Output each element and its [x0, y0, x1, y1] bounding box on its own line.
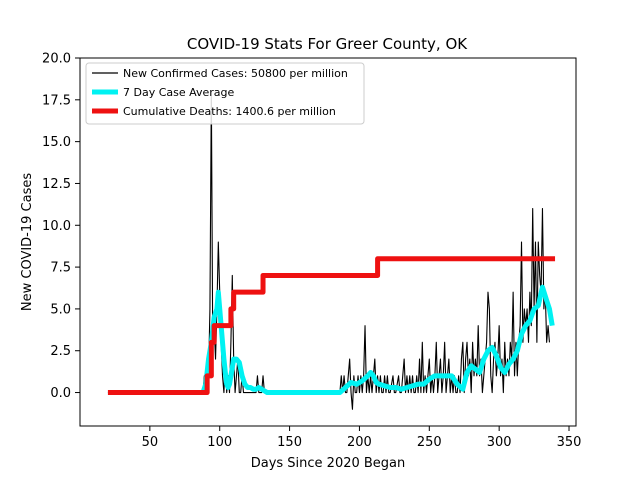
y-tick-label: 7.5 [50, 261, 71, 276]
x-tick-label: 150 [277, 435, 302, 450]
chart-title: COVID-19 Stats For Greer County, OK [187, 35, 468, 53]
x-axis-label: Days Since 2020 Began [251, 456, 406, 471]
y-tick-label: 0.0 [50, 386, 71, 401]
x-axis: 50 100 150 200 250 300 350 [142, 426, 582, 450]
x-tick-label: 200 [347, 435, 372, 450]
x-tick-label: 100 [207, 435, 232, 450]
y-tick-label: 17.5 [42, 93, 71, 108]
series-line-cumulative-deaths [107, 256, 556, 396]
y-tick-label: 10.0 [42, 219, 71, 234]
series-line-7-day-average [107, 284, 555, 396]
legend-label-7-day-average: 7 Day Case Average [123, 86, 235, 99]
legend: New Confirmed Cases: 50800 per million 7… [85, 62, 365, 125]
series-group [107, 90, 556, 410]
y-tick-label: 5.0 [50, 302, 71, 317]
x-tick-label: 50 [142, 435, 159, 450]
y-tick-label: 20.0 [42, 52, 71, 67]
y-tick-label: 15.0 [42, 135, 71, 150]
y-tick-label: 2.5 [50, 344, 71, 359]
legend-label-new-cases: New Confirmed Cases: 50800 per million [123, 67, 348, 80]
x-tick-label: 250 [417, 435, 442, 450]
legend-box [85, 62, 365, 125]
x-tick-label: 350 [557, 435, 582, 450]
y-tick-label: 12.5 [42, 177, 71, 192]
y-axis: 0.0 2.5 5.0 7.5 10.0 12.5 15.0 17.5 20.0 [42, 52, 80, 401]
plot-frame [79, 57, 577, 427]
plot-area [107, 90, 556, 410]
y-axis-label: New COVID-19 Cases [20, 173, 35, 311]
legend-label-cumulative-deaths: Cumulative Deaths: 1400.6 per million [123, 105, 336, 118]
x-tick-label: 300 [487, 435, 512, 450]
